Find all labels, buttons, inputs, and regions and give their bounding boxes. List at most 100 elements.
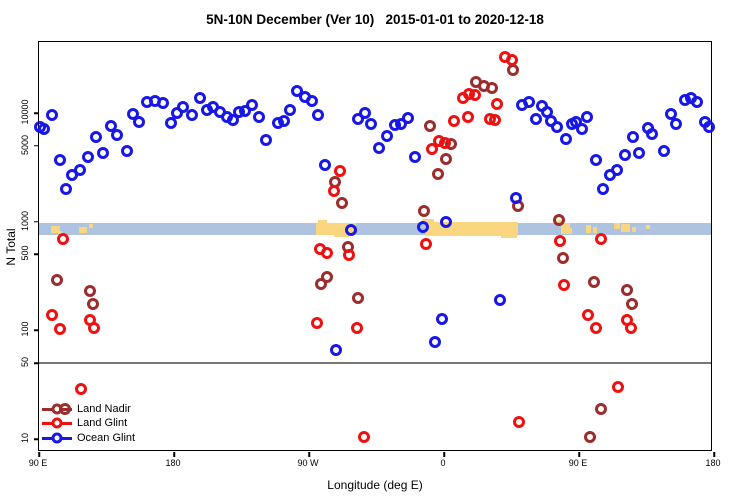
data-point-land-nadir bbox=[588, 275, 600, 288]
x-axis-tick bbox=[38, 452, 40, 457]
land-patch bbox=[621, 224, 630, 232]
data-point-ocean-glint bbox=[439, 215, 452, 228]
data-point-ocean-glint bbox=[165, 116, 177, 129]
data-point-ocean-glint bbox=[619, 149, 632, 162]
data-point-land-nadir bbox=[321, 270, 333, 283]
data-point-ocean-glint bbox=[133, 115, 146, 128]
data-point-ocean-glint bbox=[177, 100, 189, 113]
data-point-land-glint bbox=[334, 165, 347, 178]
data-point-ocean-glint bbox=[409, 151, 422, 164]
x-axis-tick-label: 90 E bbox=[568, 458, 588, 468]
y-axis-tick-label: 1000 bbox=[20, 210, 30, 231]
land-patch bbox=[586, 225, 591, 233]
data-point-ocean-glint bbox=[417, 221, 429, 234]
data-point-land-glint bbox=[558, 279, 570, 292]
data-point-ocean-glint bbox=[319, 159, 332, 172]
data-point-ocean-glint bbox=[291, 84, 303, 97]
data-point-ocean-glint bbox=[121, 144, 134, 157]
data-point-land-nadir bbox=[87, 297, 99, 310]
data-point-land-nadir bbox=[625, 297, 638, 310]
ocean-glint-line-marker-icon bbox=[42, 432, 72, 444]
data-point-ocean-glint bbox=[364, 118, 377, 131]
data-point-ocean-glint bbox=[436, 313, 449, 326]
y-axis-tick-label: 50 bbox=[20, 357, 30, 368]
data-point-land-glint bbox=[553, 234, 566, 247]
x-axis-tick bbox=[443, 452, 445, 457]
land-patch bbox=[318, 220, 327, 224]
data-point-land-nadir bbox=[336, 196, 348, 209]
y-axis-tick bbox=[34, 253, 39, 256]
x-axis-tick-label: 180 bbox=[705, 458, 721, 468]
data-point-ocean-glint bbox=[510, 192, 522, 205]
x-axis-tick-label: 90 W bbox=[297, 458, 319, 468]
data-point-ocean-glint bbox=[646, 128, 659, 141]
data-point-land-nadir bbox=[595, 402, 608, 415]
data-point-land-nadir bbox=[418, 205, 431, 218]
data-point-land-nadir bbox=[352, 291, 365, 304]
data-point-ocean-glint bbox=[345, 223, 357, 236]
data-point-ocean-glint bbox=[157, 97, 170, 110]
land-patch bbox=[422, 219, 434, 224]
legend-item-land-nadir: Land Nadir bbox=[42, 402, 131, 416]
data-point-ocean-glint bbox=[402, 111, 414, 124]
data-point-ocean-glint bbox=[550, 121, 563, 134]
x-axis-tick bbox=[713, 452, 715, 457]
data-point-land-glint bbox=[595, 233, 608, 246]
data-point-land-nadir bbox=[621, 284, 633, 297]
data-point-ocean-glint bbox=[105, 119, 117, 132]
data-point-ocean-glint bbox=[658, 144, 671, 157]
y-axis-tick bbox=[34, 362, 39, 364]
x-axis-tick-label: 90 E bbox=[28, 458, 48, 468]
data-point-land-glint bbox=[612, 381, 624, 394]
land-patch bbox=[334, 234, 349, 237]
data-point-ocean-glint bbox=[670, 118, 683, 131]
y-axis-tick-label: 5000 bbox=[20, 134, 30, 155]
data-point-land-nadir bbox=[583, 430, 596, 443]
data-point-ocean-glint bbox=[610, 163, 623, 176]
plot-area: Land Nadir Land Glint Ocean Glint bbox=[34, 41, 716, 457]
data-point-land-nadir bbox=[424, 119, 437, 132]
data-point-land-nadir bbox=[432, 167, 444, 180]
data-point-ocean-glint bbox=[580, 110, 593, 123]
x-axis-tick-label: 0 bbox=[440, 458, 446, 468]
legend-label: Ocean Glint bbox=[77, 432, 136, 444]
data-point-land-glint bbox=[589, 322, 602, 335]
data-point-land-glint bbox=[420, 238, 432, 251]
land-patch bbox=[568, 228, 572, 234]
data-point-land-glint bbox=[462, 110, 474, 123]
data-point-ocean-glint bbox=[597, 182, 609, 195]
data-point-ocean-glint bbox=[97, 146, 110, 159]
data-point-ocean-glint bbox=[60, 182, 72, 195]
legend-item-ocean-glint: Ocean Glint bbox=[42, 431, 135, 445]
data-point-land-glint bbox=[321, 247, 333, 260]
data-point-ocean-glint bbox=[559, 132, 572, 145]
legend-label: Land Nadir bbox=[77, 403, 131, 415]
data-point-ocean-glint bbox=[82, 151, 95, 164]
y-axis-tick-label: 500 bbox=[20, 245, 30, 261]
data-point-ocean-glint bbox=[352, 113, 365, 126]
ocean-band bbox=[39, 223, 711, 235]
data-point-land-glint bbox=[57, 233, 69, 246]
data-point-ocean-glint bbox=[523, 96, 536, 109]
data-point-land-glint bbox=[625, 322, 638, 335]
data-point-ocean-glint bbox=[277, 115, 290, 128]
data-point-ocean-glint bbox=[238, 105, 251, 118]
data-point-ocean-glint bbox=[259, 133, 272, 146]
data-point-ocean-glint bbox=[246, 98, 258, 111]
data-point-land-glint bbox=[46, 308, 59, 321]
data-point-land-glint bbox=[75, 382, 87, 395]
data-point-ocean-glint bbox=[90, 131, 102, 144]
data-point-ocean-glint bbox=[283, 103, 296, 116]
y-axis-tick-label: 10 bbox=[20, 433, 30, 444]
x-axis-tick bbox=[308, 452, 310, 457]
data-point-land-nadir bbox=[486, 81, 498, 94]
data-point-ocean-glint bbox=[46, 108, 59, 121]
data-point-ocean-glint bbox=[37, 123, 50, 136]
land-patch bbox=[561, 223, 570, 234]
land-patch bbox=[614, 223, 620, 229]
data-point-land-nadir bbox=[51, 274, 63, 287]
x-axis-tick-label: 180 bbox=[165, 458, 181, 468]
data-point-ocean-glint bbox=[312, 108, 324, 121]
data-point-land-glint bbox=[54, 323, 66, 335]
